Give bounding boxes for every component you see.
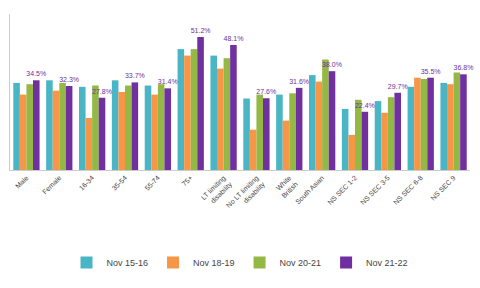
svg-text:Female: Female (41, 174, 63, 196)
svg-text:36.8%: 36.8% (453, 64, 473, 71)
svg-text:35-54: 35-54 (111, 174, 129, 192)
svg-text:South Asian: South Asian (294, 174, 325, 205)
svg-text:29.7%: 29.7% (388, 83, 408, 90)
svg-text:31.4%: 31.4% (158, 78, 178, 85)
svg-text:16-34: 16-34 (78, 174, 96, 192)
svg-text:33.7%: 33.7% (125, 72, 145, 79)
svg-text:Nov 15-16: Nov 15-16 (107, 258, 149, 268)
svg-text:27.8%: 27.8% (92, 88, 112, 95)
svg-text:38.0%: 38.0% (322, 61, 342, 68)
svg-text:WhiteBritish: WhiteBritish (274, 174, 299, 199)
svg-text:NS SEC 6-8: NS SEC 6-8 (392, 174, 424, 206)
svg-text:51.2%: 51.2% (191, 27, 211, 34)
svg-text:NS SEC 1-2: NS SEC 1-2 (326, 174, 358, 206)
svg-text:32.3%: 32.3% (59, 76, 79, 83)
svg-text:Nov 18-19: Nov 18-19 (193, 258, 235, 268)
svg-text:35.5%: 35.5% (421, 68, 441, 75)
svg-text:Male: Male (14, 174, 30, 190)
svg-text:27.6%: 27.6% (256, 88, 276, 95)
svg-text:31.6%: 31.6% (289, 78, 309, 85)
svg-text:22.4%: 22.4% (355, 102, 375, 109)
svg-text:48.1%: 48.1% (223, 35, 243, 42)
svg-text:LT limitingdisability: LT limitingdisability (200, 174, 235, 209)
svg-text:Nov 20-21: Nov 20-21 (280, 258, 322, 268)
svg-text:75+: 75+ (181, 174, 194, 187)
svg-text:55-74: 55-74 (143, 174, 161, 192)
svg-text:NS SEC 9: NS SEC 9 (429, 174, 457, 202)
svg-text:NS SEC 3-5: NS SEC 3-5 (359, 174, 391, 206)
svg-text:Nov 21-22: Nov 21-22 (366, 258, 408, 268)
svg-text:No LT limitingdisability: No LT limitingdisability (225, 174, 267, 216)
svg-text:34.5%: 34.5% (26, 70, 46, 77)
